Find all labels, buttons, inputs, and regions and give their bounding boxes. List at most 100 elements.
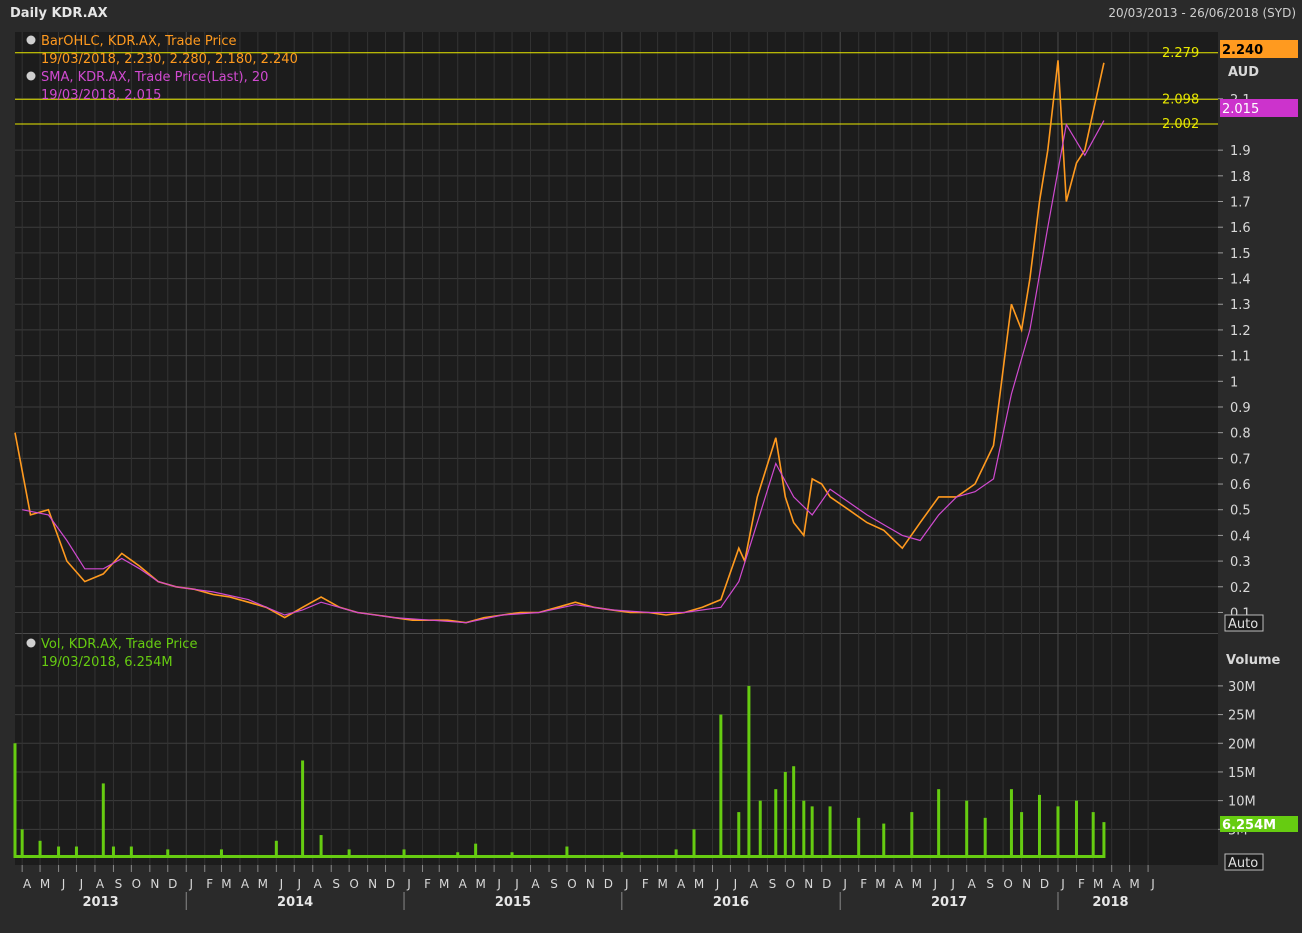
volume-bar (166, 849, 170, 858)
volume-tick-label: 30M (1228, 680, 1256, 695)
price-tick-label: 0.5 (1230, 504, 1251, 519)
price-tick-label: 0.9 (1230, 401, 1251, 416)
volume-bar (783, 771, 787, 858)
volume-auto-button[interactable]: Auto (1224, 853, 1264, 871)
month-label: A (314, 877, 323, 891)
month-label: D (604, 877, 613, 891)
volume-bar (1037, 794, 1041, 858)
price-plot-area[interactable] (15, 32, 1218, 633)
month-label: S (332, 877, 340, 891)
sma-legend-name: SMA, KDR.AX, Trade Price(Last), 20 (41, 70, 268, 85)
volume-bar (129, 846, 133, 858)
chart-header: Daily KDR.AX 20/03/2013 - 26/06/2018 (SY… (0, 0, 1302, 26)
volume-bar (1009, 789, 1013, 858)
year-label: 2018 (1092, 895, 1128, 910)
volume-baseline (15, 855, 1104, 858)
month-label: J (188, 877, 193, 891)
date-range: 20/03/2013 - 26/06/2018 (SYD) (1108, 6, 1296, 20)
volume-grid (15, 685, 1218, 830)
price-auto-label: Auto (1228, 617, 1258, 632)
volume-bar (758, 800, 762, 858)
month-label: M (475, 877, 485, 891)
price-tick-label: 1.9 (1230, 144, 1251, 159)
volume-auto-label: Auto (1228, 856, 1258, 871)
month-label: M (657, 877, 667, 891)
month-label: J (296, 877, 301, 891)
price-tick-label: 1.8 (1230, 170, 1251, 185)
volume-axis-ticks: 5M10M15M20M25M30M (1218, 680, 1256, 838)
month-label: S (986, 877, 994, 891)
volume-bar (1091, 812, 1095, 858)
month-label: A (1113, 877, 1122, 891)
volume-bar (474, 843, 478, 858)
price-tick-label: 0.3 (1230, 555, 1251, 570)
price-tick-label: 1 (1230, 375, 1238, 390)
volume-bar (219, 849, 223, 858)
volume-bar (983, 817, 987, 858)
month-label: J (79, 877, 84, 891)
month-label: N (1022, 877, 1031, 891)
volume-bar (882, 823, 886, 858)
month-label: S (115, 877, 123, 891)
volume-bar (402, 849, 406, 858)
month-label: M (439, 877, 449, 891)
month-label: A (96, 877, 105, 891)
price-grid (15, 98, 1218, 613)
month-label: F (424, 877, 431, 891)
month-label: N (804, 877, 813, 891)
reference-line-label: 2.279 (1162, 46, 1199, 61)
month-label: J (933, 877, 938, 891)
month-label: A (241, 877, 250, 891)
volume-bar (20, 829, 24, 858)
time-axis-area (15, 865, 1218, 933)
price-axis-ticks: 0.10.20.30.40.50.60.70.80.911.11.21.31.4… (1218, 93, 1251, 621)
month-label: J (279, 877, 284, 891)
volume-bar (13, 743, 17, 858)
volume-bar (674, 849, 678, 858)
volume-bar (1056, 806, 1060, 858)
volume-bar (937, 789, 941, 858)
volume-tick-label: 10M (1228, 795, 1256, 810)
price-auto-button[interactable]: Auto (1224, 614, 1264, 632)
volume-bar (101, 783, 105, 858)
month-label: J (950, 877, 955, 891)
volume-bar (38, 840, 42, 858)
month-label: N (586, 877, 595, 891)
ohlc-legend-clock-icon[interactable] (26, 35, 36, 45)
volume-bar (1020, 812, 1024, 858)
price-tick-label: 0.2 (1230, 581, 1251, 596)
volume-bar (1074, 800, 1078, 858)
month-grid (21, 32, 1149, 865)
month-label: M (694, 877, 704, 891)
volume-bar (802, 800, 806, 858)
sma-legend-clock-icon[interactable] (26, 71, 36, 81)
volume-legend-clock-icon[interactable] (26, 638, 36, 648)
month-label: M (912, 877, 922, 891)
month-label: J (1060, 877, 1065, 891)
volume-bar (910, 812, 914, 858)
month-label: A (531, 877, 540, 891)
volume-bar (74, 846, 78, 858)
month-label: D (386, 877, 395, 891)
month-label: M (1129, 877, 1139, 891)
volume-plot-area[interactable] (15, 634, 1218, 865)
volume-tick-label: 15M (1228, 766, 1256, 781)
month-label: D (1040, 877, 1049, 891)
month-label: J (1150, 877, 1155, 891)
volume-bar (737, 812, 741, 858)
month-label: J (624, 877, 629, 891)
year-label: 2015 (495, 895, 531, 910)
volume-tick-label: 25M (1228, 709, 1256, 724)
year-label: 2017 (931, 895, 967, 910)
chart-canvas[interactable]: 2.279 2.098 2.002 BarOHLC, KDR.AX, Trade P… (0, 26, 1302, 933)
price-tick-label: 1.7 (1230, 196, 1251, 211)
sma-price-badge: 2.015 (1220, 99, 1298, 117)
volume-bar (57, 846, 61, 858)
month-label: A (750, 877, 759, 891)
volume-bar (692, 829, 696, 858)
ohlc-legend-name: BarOHLC, KDR.AX, Trade Price (41, 34, 237, 49)
month-label: J (514, 877, 519, 891)
last-volume-label: 6.254M (1222, 818, 1276, 833)
volume-bar (111, 846, 115, 858)
last-volume-badge: 6.254M (1220, 816, 1298, 833)
